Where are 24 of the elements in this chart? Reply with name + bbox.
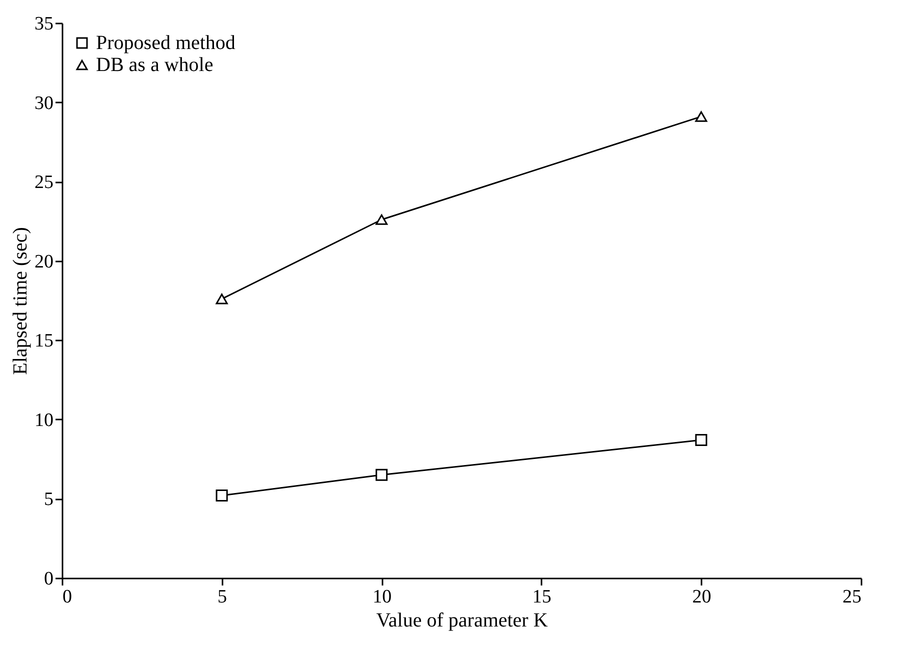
x-tick-label: 20 bbox=[692, 586, 712, 608]
y-tick-label: 30 bbox=[34, 92, 54, 114]
x-axis-title: Value of parameter K bbox=[376, 610, 548, 632]
x-tick-label: 15 bbox=[532, 586, 552, 608]
y-tick-label: 25 bbox=[34, 172, 54, 194]
point bbox=[695, 434, 708, 446]
x-tick-label: 25 bbox=[842, 586, 862, 608]
y-tick-label: 0 bbox=[44, 568, 54, 590]
x-tick-label: 5 bbox=[218, 586, 228, 608]
point bbox=[695, 111, 708, 122]
point bbox=[216, 294, 228, 304]
point bbox=[376, 214, 388, 225]
x-tick-label: 0 bbox=[62, 586, 72, 608]
point bbox=[216, 490, 228, 502]
point bbox=[376, 468, 388, 481]
legend-label: Proposed method bbox=[96, 32, 236, 54]
y-tick-label: 15 bbox=[34, 330, 54, 352]
x-tick-label: 10 bbox=[372, 586, 392, 608]
y-tick-label: 20 bbox=[34, 251, 54, 272]
legend-label: DB as a whole bbox=[96, 54, 214, 76]
y-axis-title: Elapsed time (sec) bbox=[10, 227, 32, 375]
y-tick-label: 5 bbox=[44, 489, 54, 510]
y-tick-label: 10 bbox=[34, 410, 54, 431]
y-tick-label: 35 bbox=[34, 14, 54, 34]
